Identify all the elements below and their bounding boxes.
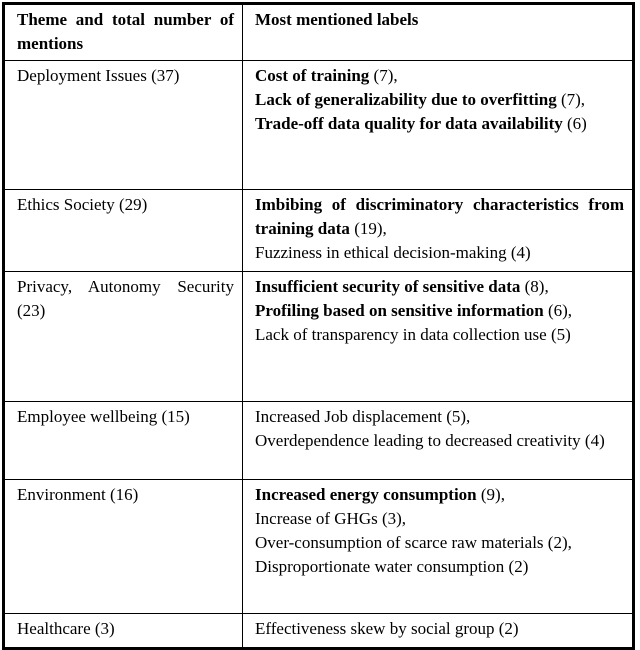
label-count: (4)	[584, 431, 605, 450]
labels-cell: Increased energy consumption (9), Increas…	[242, 479, 634, 614]
theme-cell: Ethics Society (29)	[3, 189, 243, 272]
label-count: (7),	[373, 66, 398, 85]
table-body: Deployment Issues (37) Cost of training (…	[3, 60, 634, 649]
label-text: Trade-off data quality for data availabi…	[255, 114, 563, 133]
label-text: Imbibing of discriminatory characteristi…	[255, 195, 624, 238]
theme-cell: Privacy, Autonomy Security (23)	[3, 271, 243, 402]
label-count: (3),	[381, 509, 407, 528]
table-row: Privacy, Autonomy Security (23) Insuffici…	[3, 271, 634, 402]
labels-cell: Cost of training (7), Lack of generalizab…	[242, 60, 634, 190]
labels-cell: Effectiveness skew by social group (2)	[242, 613, 634, 649]
labels-cell: Insufficient security of sensitive data …	[242, 271, 634, 402]
label-count: (2),	[547, 533, 572, 552]
theme-cell: Employee wellbeing (15)	[3, 401, 243, 480]
label-text: Profiling based on sensitive information	[255, 301, 544, 320]
theme-text: Employee wellbeing (15)	[17, 407, 190, 426]
theme-cell: Deployment Issues (37)	[3, 60, 243, 190]
label-text: Increased energy consumption	[255, 485, 477, 504]
label-text: Over-consumption of scarce raw materials	[255, 533, 544, 552]
label-line: Lack of generalizability due to overfitt…	[255, 88, 624, 112]
label-line: Increased Job displacement (5),	[255, 405, 624, 429]
table-row: Employee wellbeing (15) Increased Job dis…	[3, 401, 634, 480]
theme-text: Deployment Issues (37)	[17, 66, 180, 85]
label-count: (2)	[508, 557, 529, 576]
label-line: Disproportionate water consumption (2)	[255, 555, 624, 579]
theme-cell: Healthcare (3)	[3, 613, 243, 649]
label-line: Lack of transparency in data collection …	[255, 323, 624, 347]
label-count: (8),	[524, 277, 549, 296]
label-text: Lack of transparency in data collection …	[255, 325, 547, 344]
label-count: (5),	[446, 407, 471, 426]
label-text: Lack of generalizability due to overfitt…	[255, 90, 557, 109]
theme-column-header: Theme and total number of mentions	[3, 3, 243, 61]
label-line: Effectiveness skew by social group (2)	[255, 617, 624, 641]
label-line: Increase of GHGs (3),	[255, 507, 624, 531]
label-line: Trade-off data quality for data availabi…	[255, 112, 624, 136]
label-count: (6)	[567, 114, 587, 133]
table-row: Deployment Issues (37) Cost of training (…	[3, 60, 634, 190]
label-text: Disproportionate water consumption	[255, 557, 505, 576]
labels-cell: Imbibing of discriminatory characteristi…	[242, 189, 634, 272]
labels-cell: Increased Job displacement (5), Overdepen…	[242, 401, 634, 480]
label-count: (5)	[550, 325, 571, 344]
theme-cell: Environment (16)	[3, 479, 243, 614]
label-count: (7),	[560, 90, 586, 109]
theme-text: Privacy, Autonomy Security (23)	[17, 277, 234, 320]
table-row: Healthcare (3) Effectiveness skew by soci…	[3, 613, 634, 649]
label-text: Insufficient security of sensitive data	[255, 277, 521, 296]
label-line: Over-consumption of scarce raw materials…	[255, 531, 624, 555]
table-header-row: Theme and total number of mentions Most …	[3, 3, 634, 61]
label-line: Fuzziness in ethical decision-making (4)	[255, 241, 624, 265]
table-row: Environment (16) Increased energy consump…	[3, 479, 634, 614]
theme-text: Healthcare (3)	[17, 619, 115, 638]
theme-text: Ethics Society (29)	[17, 195, 148, 214]
label-text: Cost of training	[255, 66, 370, 85]
label-text: Fuzziness in ethical decision-making	[255, 243, 507, 262]
labels-column-header: Most mentioned labels	[242, 3, 634, 61]
label-text: Increase of GHGs	[255, 509, 378, 528]
label-count: (4)	[510, 243, 531, 262]
label-text: Overdependence leading to decreased crea…	[255, 431, 581, 450]
label-count: (6),	[547, 301, 573, 320]
label-line: Profiling based on sensitive information…	[255, 299, 624, 323]
label-count: (9),	[480, 485, 505, 504]
label-count: (19),	[354, 219, 387, 238]
table-row: Ethics Society (29) Imbibing of discrimin…	[3, 189, 634, 272]
theme-text: Environment (16)	[17, 485, 139, 504]
label-line: Insufficient security of sensitive data …	[255, 275, 624, 299]
label-line: Increased energy consumption (9),	[255, 483, 624, 507]
label-line: Overdependence leading to decreased crea…	[255, 429, 624, 453]
label-text: Increased Job displacement	[255, 407, 442, 426]
label-line: Imbibing of discriminatory characteristi…	[255, 193, 624, 241]
label-line: Cost of training (7),	[255, 64, 624, 88]
